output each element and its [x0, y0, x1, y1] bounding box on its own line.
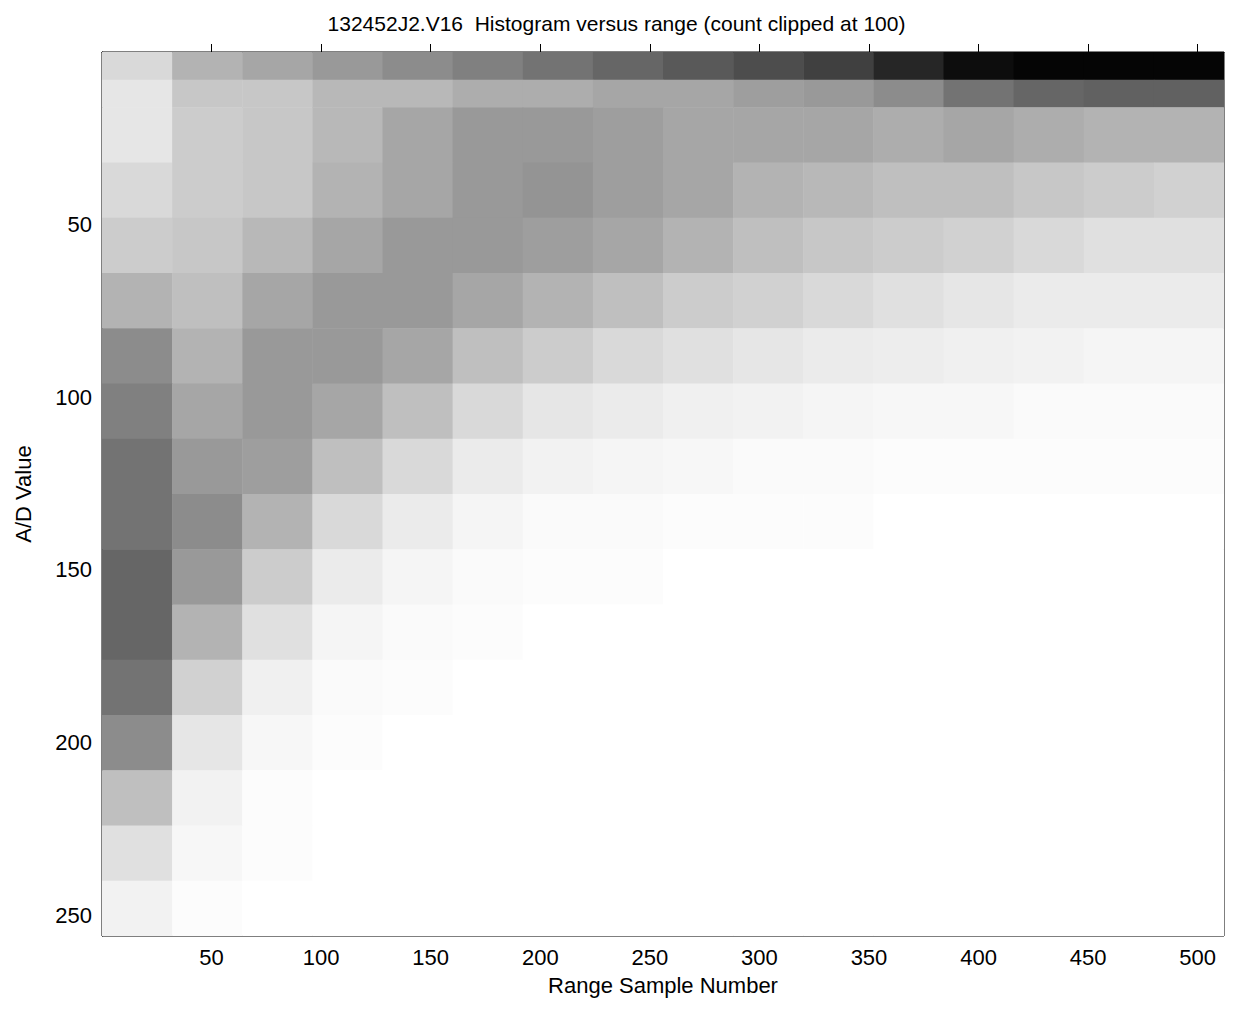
svg-text:200: 200 — [522, 945, 559, 970]
svg-text:100: 100 — [55, 385, 92, 410]
svg-text:250: 250 — [631, 945, 668, 970]
svg-text:132452J2.V16 Histogram versus: 132452J2.V16 Histogram versus range (cou… — [328, 12, 906, 35]
svg-text:100: 100 — [303, 945, 340, 970]
svg-text:150: 150 — [412, 945, 449, 970]
svg-text:50: 50 — [68, 212, 92, 237]
svg-text:350: 350 — [851, 945, 888, 970]
svg-text:50: 50 — [199, 945, 223, 970]
svg-text:500: 500 — [1179, 945, 1216, 970]
svg-text:150: 150 — [55, 557, 92, 582]
svg-text:250: 250 — [55, 903, 92, 928]
svg-text:Range Sample Number: Range Sample Number — [548, 973, 778, 998]
svg-text:450: 450 — [1070, 945, 1107, 970]
svg-text:200: 200 — [55, 730, 92, 755]
svg-text:A/D Value: A/D Value — [11, 445, 36, 542]
svg-text:400: 400 — [960, 945, 997, 970]
svg-text:300: 300 — [741, 945, 778, 970]
